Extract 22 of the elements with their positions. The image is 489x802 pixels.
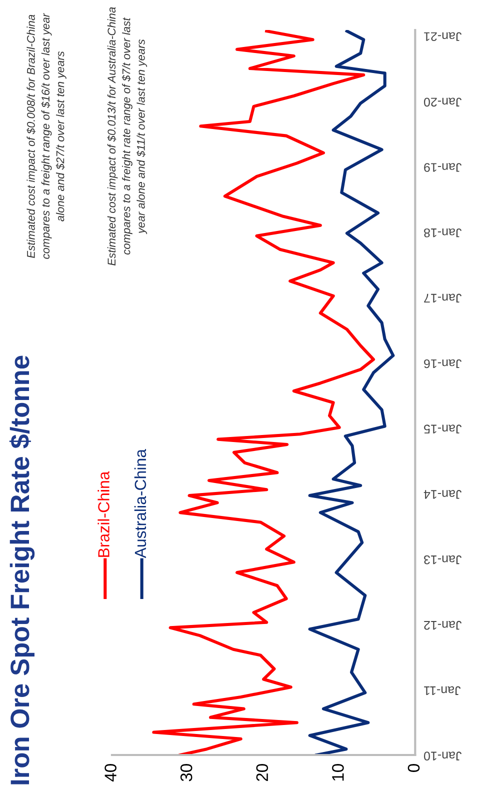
x-tick-label: 40	[104, 764, 116, 782]
y-tick-label: Jan-13	[424, 555, 462, 564]
y-tick-label: Jan-21	[424, 32, 462, 42]
text: Iron Ore Spot Freight Rate $/tonne	[9, 356, 35, 784]
y-tick-label: Jan-10	[424, 752, 462, 760]
y-tick-label: Jan-16	[424, 359, 462, 368]
text: Brazil-China	[98, 471, 110, 557]
x-tick-label: 10	[332, 764, 344, 781]
x-tick-label: 30	[180, 764, 192, 782]
x-tick-label: 20	[256, 764, 268, 782]
y-tick-label: Jan-11	[424, 686, 461, 696]
y-tick-label: Jan-20	[424, 98, 462, 107]
y-tick-label: Jan-14	[424, 490, 462, 499]
y-tick-label: Jan-19	[424, 163, 462, 172]
y-tick-label: Jan-18	[424, 228, 462, 238]
y-tick-label: Jan-12	[424, 620, 462, 630]
x-tick-label: 0	[408, 764, 420, 772]
y-tick-label: Jan-15	[424, 424, 462, 434]
y-tick-label: Jan-17	[424, 294, 462, 303]
text: Australia-China	[134, 449, 146, 558]
annotation: Estimated cost impact of $0.013/t for Australia-China compares to a freight rate range of $7/t over last year alone and $11/t over last ten years	[107, 7, 148, 266]
text: Estimated cost impact of $0.008/t for Brazil-China compares to a freight range of $16/t over last year alone and $27/t over last ten years	[26, 13, 66, 259]
